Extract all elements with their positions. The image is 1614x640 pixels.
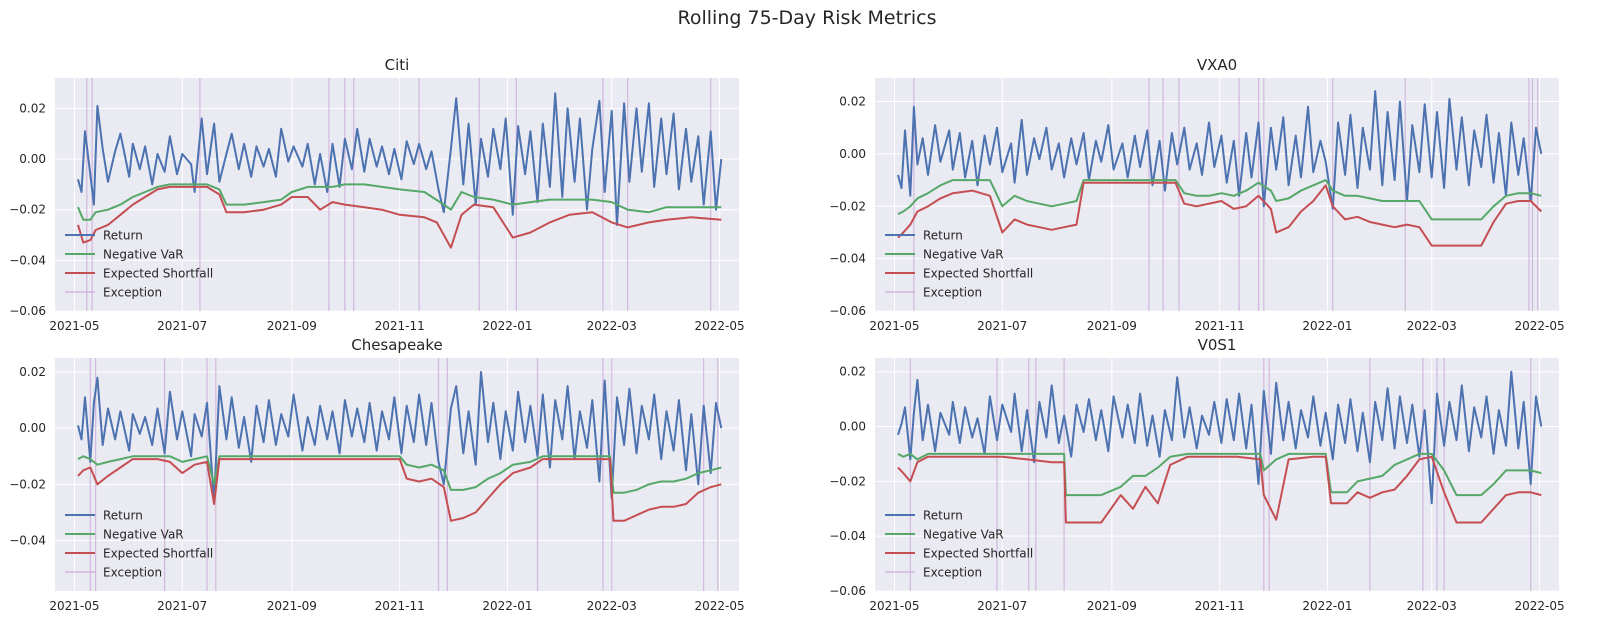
legend-label: Exception [103,566,162,580]
y-tick-label: 0.00 [839,420,866,434]
y-tick-label: −0.02 [829,474,866,488]
legend: Return Negative VaR Expected Shortfall Exce… [885,229,1033,300]
y-tick-label: −0.04 [829,252,866,266]
x-tick-label: 2021-11 [1195,319,1245,333]
x-tick-label: 2021-09 [1087,599,1137,613]
y-tick-label: 0.02 [19,101,46,115]
y-tick-label: 0.02 [839,365,866,379]
y-tick-label: 0.02 [839,95,866,109]
plot-content [77,78,723,311]
x-tick-label: 2022-03 [587,319,637,333]
x-tick-label: 2021-09 [267,319,317,333]
x-tick-label: 2021-09 [1087,319,1137,333]
x-tick-label: 2022-05 [1514,599,1564,613]
series-line-return [77,371,723,503]
y-tick-label: −0.02 [9,203,46,217]
x-tick-label: 2021-05 [49,599,99,613]
y-tick-label: −0.02 [829,199,866,213]
legend-label: Return [923,509,963,523]
legend-label: Negative VaR [923,528,1004,542]
x-tick-label: 2021-11 [375,319,425,333]
y-tick-label: 0.02 [19,365,46,379]
legend: Return Negative VaR Expected Shortfall Exce… [885,509,1033,580]
subplot-title: Chesapeake [351,336,443,354]
y-tick-label: −0.04 [9,253,46,267]
legend-label: Expected Shortfall [923,267,1033,281]
legend-label: Exception [923,286,982,300]
x-tick-label: 2021-11 [375,599,425,613]
plot-content [897,78,1543,311]
x-tick-label: 2021-07 [977,319,1027,333]
y-tick-label: −0.04 [9,533,46,547]
legend-label: Negative VaR [103,528,184,542]
x-tick-label: 2022-01 [1302,319,1352,333]
subplot-title: V0S1 [1198,336,1237,354]
x-tick-label: 2021-05 [869,319,919,333]
series-line-return [897,370,1543,505]
x-tick-label: 2021-09 [267,599,317,613]
plot-content [897,358,1543,591]
y-tick-label: 0.00 [19,152,46,166]
y-tick-label: −0.04 [829,529,866,543]
x-tick-label: 2022-01 [1302,599,1352,613]
y-tick-label: −0.06 [9,304,46,318]
x-tick-label: 2022-01 [482,319,532,333]
x-tick-label: 2021-05 [49,319,99,333]
x-tick-label: 2022-03 [1407,319,1457,333]
x-tick-label: 2022-05 [1514,319,1564,333]
x-tick-label: 2021-11 [1195,599,1245,613]
x-tick-label: 2022-05 [694,319,744,333]
series-line-expected-shortfall [897,181,1543,247]
subplot-title: Citi [385,56,410,74]
x-tick-label: 2021-07 [157,319,207,333]
x-tick-label: 2021-07 [157,599,207,613]
series-line-return [77,92,723,226]
x-tick-label: 2022-01 [482,599,532,613]
x-tick-label: 2022-05 [694,599,744,613]
legend-label: Expected Shortfall [103,267,213,281]
x-tick-label: 2021-05 [869,599,919,613]
legend-label: Return [923,229,963,243]
figure-title: Rolling 75-Day Risk Metrics [678,7,937,29]
x-tick-label: 2021-07 [977,599,1027,613]
legend-label: Exception [103,286,162,300]
series-line-negative-var [897,452,1542,497]
x-tick-label: 2022-03 [1407,599,1457,613]
y-tick-label: −0.06 [829,304,866,318]
series-line-expected-shortfall [77,458,722,522]
y-tick-label: −0.06 [829,584,866,598]
series-line-negative-var [897,179,1542,221]
legend-label: Exception [923,566,982,580]
legend: Return Negative VaR Expected Shortfall Exce… [65,509,213,580]
y-tick-label: −0.02 [9,477,46,491]
series-line-expected-shortfall [77,185,722,249]
plot-content [77,358,723,591]
legend-label: Expected Shortfall [103,547,213,561]
x-tick-label: 2022-03 [587,599,637,613]
y-tick-label: 0.00 [839,147,866,161]
legend-label: Negative VaR [103,248,184,262]
legend-label: Negative VaR [923,248,1004,262]
series-line-expected-shortfall [897,455,1542,524]
legend-label: Return [103,509,143,523]
legend-label: Expected Shortfall [923,547,1033,561]
y-tick-label: 0.00 [19,421,46,435]
subplot-3: 0.02 0.00 −0.02 −0.04 2021-05 2021-07 2021-09 2… [9,336,744,613]
series-line-negative-var [77,455,722,494]
legend: Return Negative VaR Expected Shortfall Exce… [65,229,213,300]
legend-label: Return [103,229,143,243]
series-line-negative-var [77,183,722,221]
series-line-return [897,90,1543,210]
subplot-title: VXA0 [1197,56,1237,74]
